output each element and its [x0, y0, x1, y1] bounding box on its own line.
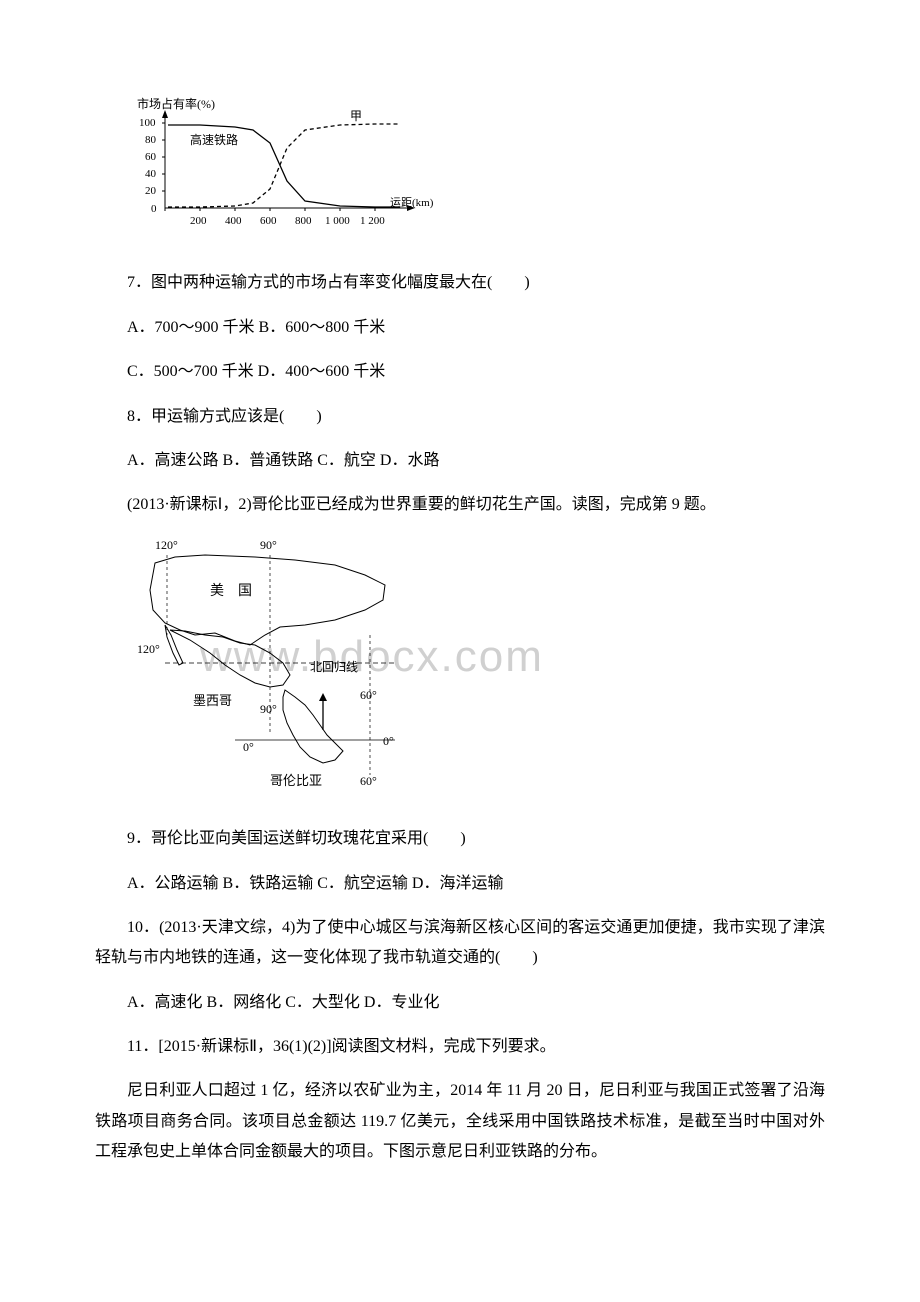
svg-text:60: 60 — [145, 151, 157, 163]
q9-options: A．公路运输 B．铁路运输 C．航空运输 D．海洋运输 — [95, 869, 825, 899]
q11-body: 尼日利亚人口超过 1 亿，经济以农矿业为主，2014 年 11 月 20 日，尼… — [95, 1076, 825, 1167]
svg-text:40: 40 — [145, 168, 157, 180]
q10-text: 10．(2013·天津文综，4)为了使中心城区与滨海新区核心区间的客运交通更加便… — [95, 913, 825, 974]
q9-text: 9．哥伦比亚向美国运送鲜切玫瑰花宜采用( ) — [95, 824, 825, 854]
svg-text:200: 200 — [190, 215, 207, 227]
y-axis-label: 市场占有率(%) — [137, 96, 215, 111]
q10-options: A．高速化 B．网络化 C．大型化 D．专业化 — [95, 988, 825, 1018]
svg-text:0: 0 — [151, 203, 157, 215]
svg-text:90°: 90° — [260, 702, 277, 716]
svg-text:1 000: 1 000 — [325, 215, 350, 227]
svg-text:高速铁路: 高速铁路 — [190, 132, 238, 147]
svg-text:60°: 60° — [360, 774, 377, 788]
svg-text:600: 600 — [260, 215, 277, 227]
svg-text:甲: 甲 — [350, 109, 362, 123]
q9-intro: (2013·新课标Ⅰ，2)哥伦比亚已经成为世界重要的鲜切花生产国。读图，完成第 … — [95, 490, 825, 520]
map-colombia-usa: 120° 90° 美 国 120° 北回归线 墨西哥 — [135, 535, 825, 806]
q7-options-1: A．700～900 千米 B．600～800 千米 — [95, 313, 825, 343]
svg-text:0°: 0° — [243, 740, 254, 754]
svg-text:120°: 120° — [155, 538, 178, 552]
svg-text:800: 800 — [295, 215, 312, 227]
q7-options-2: C．500～700 千米 D．400～600 千米 — [95, 357, 825, 387]
svg-text:400: 400 — [225, 215, 242, 227]
label-tropic: 北回归线 — [310, 660, 358, 674]
label-usa: 美 国 — [210, 583, 252, 599]
svg-text:100: 100 — [139, 117, 156, 129]
label-mexico: 墨西哥 — [193, 693, 232, 708]
svg-text:1 200: 1 200 — [360, 215, 385, 227]
label-colombia: 哥伦比亚 — [270, 773, 322, 788]
svg-text:20: 20 — [145, 185, 157, 197]
chart-market-share: 市场占有率(%) 100 80 60 40 20 0 200 400 600 8… — [135, 96, 825, 252]
svg-text:90°: 90° — [260, 538, 277, 552]
q11-text: 11．[2015·新课标Ⅱ，36(1)(2)]阅读图文材料，完成下列要求。 — [95, 1032, 825, 1062]
svg-text:60°: 60° — [360, 688, 377, 702]
q8-text: 8．甲运输方式应该是( ) — [95, 402, 825, 432]
svg-text:0°: 0° — [383, 734, 394, 748]
q7-text: 7．图中两种运输方式的市场占有率变化幅度最大在( ) — [95, 268, 825, 298]
svg-text:120°: 120° — [137, 642, 160, 656]
svg-text:80: 80 — [145, 134, 157, 146]
q8-options: A．高速公路 B．普通铁路 C．航空 D．水路 — [95, 446, 825, 476]
